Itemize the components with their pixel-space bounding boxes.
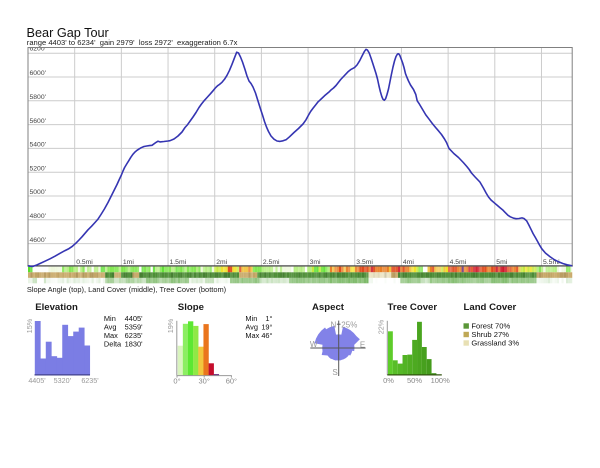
svg-text:1°: 1°: [265, 314, 272, 323]
svg-text:22%: 22%: [376, 319, 385, 334]
svg-text:50%: 50%: [407, 376, 422, 385]
svg-text:Land Cover: Land Cover: [464, 302, 517, 313]
svg-text:Min: Min: [104, 314, 116, 323]
svg-text:5600': 5600': [30, 118, 46, 125]
svg-text:Max: Max: [245, 331, 259, 340]
svg-text:4405': 4405': [28, 376, 46, 385]
svg-text:0°: 0°: [173, 376, 180, 385]
svg-text:19%: 19%: [166, 318, 175, 333]
svg-text:30°: 30°: [199, 376, 210, 385]
svg-text:Avg: Avg: [104, 323, 117, 332]
svg-text:1mi: 1mi: [123, 259, 134, 266]
svg-text:5359': 5359': [125, 323, 143, 332]
svg-text:0.5mi: 0.5mi: [76, 259, 93, 266]
svg-text:19°: 19°: [261, 323, 272, 332]
svg-text:100%: 100%: [431, 376, 451, 385]
svg-text:0%: 0%: [383, 376, 394, 385]
svg-text:46°: 46°: [261, 331, 272, 340]
svg-text:5.5mi: 5.5mi: [543, 259, 560, 266]
svg-text:4405': 4405': [125, 314, 143, 323]
svg-text:Shrub 27%: Shrub 27%: [471, 330, 509, 339]
svg-text:3.5mi: 3.5mi: [356, 259, 373, 266]
svg-text:Slope Angle (top), Land Cover: Slope Angle (top), Land Cover (middle), …: [27, 285, 227, 294]
svg-text:Max: Max: [104, 331, 118, 340]
svg-text:2mi: 2mi: [216, 259, 227, 266]
svg-text:5200': 5200': [30, 165, 46, 172]
svg-text:4mi: 4mi: [403, 259, 414, 266]
svg-text:60°: 60°: [226, 376, 237, 385]
svg-text:5400': 5400': [30, 142, 46, 149]
svg-text:Tree Cover: Tree Cover: [388, 302, 438, 313]
svg-text:1830': 1830': [125, 339, 143, 348]
svg-text:range 4403' to 6234' gain 297: range 4403' to 6234' gain 2979' loss 297…: [27, 38, 238, 47]
svg-text:1.5mi: 1.5mi: [170, 259, 187, 266]
svg-text:4.5mi: 4.5mi: [450, 259, 467, 266]
svg-text:4800': 4800': [30, 213, 46, 220]
svg-text:Bear Gap Tour: Bear Gap Tour: [27, 26, 110, 40]
svg-text:Elevation: Elevation: [35, 302, 78, 313]
svg-text:Delta: Delta: [104, 339, 122, 348]
svg-text:E: E: [360, 340, 365, 349]
svg-text:W: W: [310, 340, 318, 349]
svg-text:6235': 6235': [81, 376, 99, 385]
svg-text:Forest 70%: Forest 70%: [471, 322, 510, 331]
svg-text:6000': 6000': [30, 70, 46, 77]
svg-text:4600': 4600': [30, 237, 46, 244]
svg-text:5800': 5800': [30, 94, 46, 101]
svg-text:6235': 6235': [125, 331, 143, 340]
svg-text:Min: Min: [245, 314, 257, 323]
svg-text:2.5mi: 2.5mi: [263, 259, 280, 266]
svg-text:3mi: 3mi: [310, 259, 321, 266]
svg-text:Grassland 3%: Grassland 3%: [471, 339, 519, 348]
svg-text:5000': 5000': [30, 189, 46, 196]
svg-text:Slope: Slope: [178, 302, 204, 313]
svg-text:25%: 25%: [341, 320, 357, 329]
svg-text:S: S: [332, 368, 337, 377]
svg-text:Aspect: Aspect: [312, 302, 345, 313]
svg-text:N: N: [331, 320, 337, 329]
svg-text:5320': 5320': [54, 376, 72, 385]
svg-text:15%: 15%: [25, 318, 34, 333]
svg-text:Avg: Avg: [245, 323, 258, 332]
svg-text:5mi: 5mi: [496, 259, 507, 266]
svg-text:6200': 6200': [30, 45, 46, 52]
